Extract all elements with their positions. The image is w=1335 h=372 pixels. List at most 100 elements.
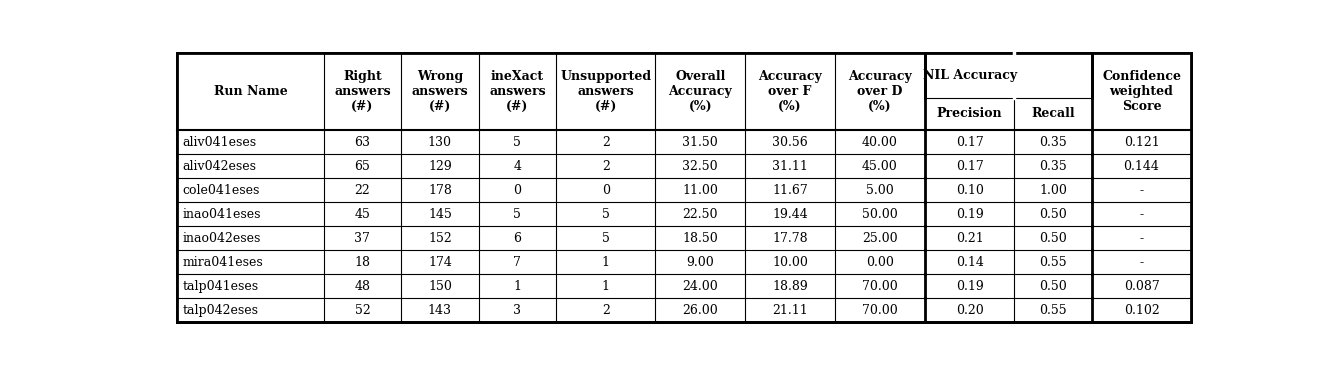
Text: 0.21: 0.21 (956, 232, 984, 245)
Text: 52: 52 (355, 304, 370, 317)
Text: 0.17: 0.17 (956, 135, 984, 148)
Text: 5: 5 (514, 135, 522, 148)
Bar (178, 226, 1191, 250)
Text: 145: 145 (429, 208, 451, 221)
Bar (178, 275, 1191, 298)
Text: mira041eses: mira041eses (183, 256, 263, 269)
Text: Confidence
weighted
Score: Confidence weighted Score (1103, 70, 1181, 113)
Text: 0.19: 0.19 (956, 280, 984, 293)
Text: 4: 4 (514, 160, 522, 173)
Text: Wrong
answers
(#): Wrong answers (#) (411, 70, 469, 113)
Text: 143: 143 (429, 304, 453, 317)
Text: 0.50: 0.50 (1040, 280, 1067, 293)
Text: 6: 6 (514, 232, 522, 245)
Bar (178, 202, 1191, 226)
Text: Accuracy
over D
(%): Accuracy over D (%) (848, 70, 912, 113)
Text: 9.00: 9.00 (686, 256, 714, 269)
Text: 10.00: 10.00 (772, 256, 808, 269)
Text: 150: 150 (429, 280, 451, 293)
Text: 21.11: 21.11 (772, 304, 808, 317)
Text: 18.50: 18.50 (682, 232, 718, 245)
Text: 19.44: 19.44 (772, 208, 808, 221)
Text: talp042eses: talp042eses (183, 304, 259, 317)
Text: 0.144: 0.144 (1124, 160, 1160, 173)
Text: 37: 37 (355, 232, 370, 245)
Text: 152: 152 (429, 232, 451, 245)
Text: 63: 63 (354, 135, 370, 148)
Text: -: - (1140, 232, 1144, 245)
Text: 31.11: 31.11 (772, 160, 808, 173)
Text: 0.20: 0.20 (956, 304, 984, 317)
Text: 7: 7 (514, 256, 522, 269)
Text: 1: 1 (602, 280, 610, 293)
Text: 45.00: 45.00 (862, 160, 897, 173)
Text: 18: 18 (354, 256, 370, 269)
Text: 178: 178 (429, 184, 451, 197)
Text: 0.14: 0.14 (956, 256, 984, 269)
Text: talp041eses: talp041eses (183, 280, 259, 293)
Text: 45: 45 (355, 208, 370, 221)
Text: 2: 2 (602, 304, 610, 317)
Text: 5.00: 5.00 (866, 184, 893, 197)
Text: 5: 5 (602, 208, 610, 221)
Text: Unsupported
answers
(#): Unsupported answers (#) (561, 70, 651, 113)
Text: aliv041eses: aliv041eses (183, 135, 256, 148)
Text: 11.67: 11.67 (772, 184, 808, 197)
Text: 5: 5 (602, 232, 610, 245)
Text: 32.50: 32.50 (682, 160, 718, 173)
Text: 22: 22 (355, 184, 370, 197)
Text: 0: 0 (602, 184, 610, 197)
Bar (178, 178, 1191, 202)
Text: inao042eses: inao042eses (183, 232, 260, 245)
Text: 31.50: 31.50 (682, 135, 718, 148)
Text: 18.89: 18.89 (772, 280, 808, 293)
Text: 0.35: 0.35 (1040, 135, 1067, 148)
Text: -: - (1140, 208, 1144, 221)
Text: 1.00: 1.00 (1039, 184, 1067, 197)
Text: 50.00: 50.00 (862, 208, 897, 221)
Text: 40.00: 40.00 (862, 135, 897, 148)
Text: 17.78: 17.78 (772, 232, 808, 245)
Text: 3: 3 (514, 304, 522, 317)
Text: 2: 2 (602, 160, 610, 173)
Text: 24.00: 24.00 (682, 280, 718, 293)
Text: NIL Accuracy: NIL Accuracy (922, 69, 1017, 82)
Text: 0.00: 0.00 (866, 256, 893, 269)
Text: 130: 130 (429, 135, 453, 148)
Text: 30.56: 30.56 (772, 135, 808, 148)
Text: 0.35: 0.35 (1040, 160, 1067, 173)
Text: Precision: Precision (937, 108, 1003, 121)
Text: 11.00: 11.00 (682, 184, 718, 197)
Text: -: - (1140, 184, 1144, 197)
Text: 0.17: 0.17 (956, 160, 984, 173)
Text: Right
answers
(#): Right answers (#) (334, 70, 391, 113)
Bar (178, 154, 1191, 178)
Bar (178, 250, 1191, 275)
Text: 0.102: 0.102 (1124, 304, 1159, 317)
Text: 70.00: 70.00 (862, 304, 897, 317)
Text: 0.50: 0.50 (1040, 208, 1067, 221)
Text: ineXact
answers
(#): ineXact answers (#) (489, 70, 546, 113)
Text: cole041eses: cole041eses (183, 184, 260, 197)
Text: 1: 1 (602, 256, 610, 269)
Text: 65: 65 (355, 160, 370, 173)
Text: 2: 2 (602, 135, 610, 148)
Text: Overall
Accuracy
(%): Overall Accuracy (%) (669, 70, 732, 113)
Text: 5: 5 (514, 208, 522, 221)
Bar (178, 298, 1191, 323)
Text: 0.55: 0.55 (1040, 304, 1067, 317)
Text: 0.50: 0.50 (1040, 232, 1067, 245)
Text: 0: 0 (514, 184, 522, 197)
Text: 0.10: 0.10 (956, 184, 984, 197)
Text: 0.087: 0.087 (1124, 280, 1159, 293)
Text: aliv042eses: aliv042eses (183, 160, 256, 173)
Text: 22.50: 22.50 (682, 208, 718, 221)
Text: 0.19: 0.19 (956, 208, 984, 221)
Text: 174: 174 (429, 256, 451, 269)
Bar (178, 130, 1191, 154)
Text: -: - (1140, 256, 1144, 269)
Text: 70.00: 70.00 (862, 280, 897, 293)
Text: 26.00: 26.00 (682, 304, 718, 317)
Text: inao041eses: inao041eses (183, 208, 260, 221)
Text: 0.55: 0.55 (1040, 256, 1067, 269)
